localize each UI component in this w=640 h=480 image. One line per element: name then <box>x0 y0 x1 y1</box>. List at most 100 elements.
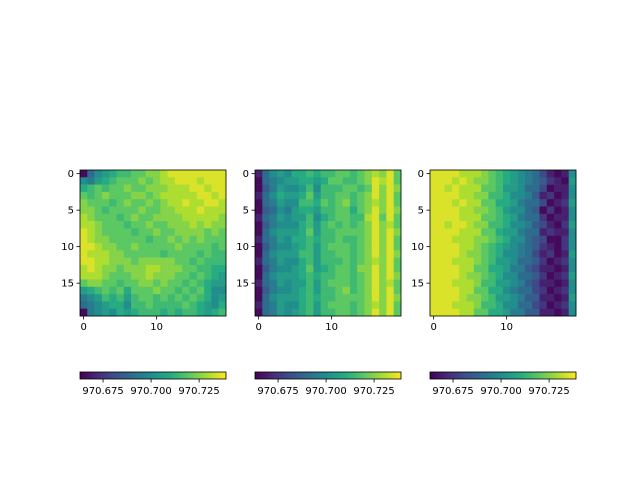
heatmap-cell <box>196 308 205 317</box>
heatmap-cell <box>211 272 219 280</box>
heatmap-cell <box>459 250 467 258</box>
heatmap-cell <box>503 286 511 295</box>
heatmap-cell <box>451 228 460 236</box>
heatmap-cell <box>276 294 285 302</box>
heatmap-cell <box>320 177 329 185</box>
heatmap-cell <box>364 199 373 207</box>
heatmap-cell <box>568 177 577 185</box>
heatmap-cell <box>94 301 103 309</box>
heatmap-cell <box>196 199 205 207</box>
heatmap-cell <box>386 243 394 251</box>
heatmap-cell <box>554 235 562 244</box>
heatmap-cell <box>488 177 496 185</box>
heatmap-cell <box>109 228 117 236</box>
heatmap-cell <box>94 250 103 258</box>
heatmap-cell <box>313 286 321 295</box>
heatmap-cell <box>481 170 489 178</box>
heatmap-cell <box>532 191 540 200</box>
heatmap-cell <box>459 272 467 280</box>
heatmap-cell <box>568 294 577 302</box>
heatmap-cell <box>262 286 270 295</box>
heatmap-cell <box>459 257 467 266</box>
heatmap-cell <box>269 243 278 251</box>
y-tick-label: 5 <box>243 206 249 217</box>
heatmap-cell <box>539 221 548 229</box>
heatmap-cell <box>153 206 161 215</box>
heatmap-cell <box>349 184 358 193</box>
heatmap-cell <box>357 301 365 309</box>
heatmap-cell <box>174 243 183 251</box>
heatmap-cell <box>379 279 387 288</box>
heatmap-cell <box>357 170 365 178</box>
heatmap-cell <box>204 199 212 207</box>
heatmap-cell <box>466 250 475 258</box>
heatmap-cell <box>430 250 438 258</box>
heatmap-cell <box>451 170 460 178</box>
heatmap-cell <box>371 308 380 317</box>
heatmap-cell <box>262 308 270 317</box>
heatmap-cell <box>80 184 88 193</box>
heatmap-cell <box>328 206 336 215</box>
heatmap-cell <box>291 294 300 302</box>
heatmap-cell <box>539 286 548 295</box>
heatmap-cell <box>218 250 227 258</box>
heatmap-cell <box>430 308 438 317</box>
heatmap-cell <box>174 221 183 229</box>
heatmap-cell <box>342 213 351 222</box>
heatmap-cell <box>561 199 569 207</box>
heatmap-cell <box>196 213 205 222</box>
heatmap-cell <box>182 286 190 295</box>
heatmap-cell <box>160 301 168 309</box>
heatmap-cell <box>291 199 300 207</box>
heatmap-cell <box>291 308 300 317</box>
heatmap-cell <box>539 257 548 266</box>
heatmap-cell <box>94 243 103 251</box>
heatmap-cell <box>204 235 212 244</box>
heatmap-cell <box>430 199 438 207</box>
heatmap-cell <box>182 250 190 258</box>
heatmap-cell <box>182 206 190 215</box>
heatmap-cell <box>488 206 496 215</box>
heatmap-cell <box>160 257 168 266</box>
heatmap-cell <box>473 286 482 295</box>
heatmap-cell <box>437 308 445 317</box>
heatmap-cell <box>554 170 562 178</box>
heatmap-cell <box>204 221 212 229</box>
heatmap-cell <box>539 199 548 207</box>
heatmap-cell <box>561 286 569 295</box>
heatmap-cell <box>386 184 394 193</box>
heatmap-cell <box>160 184 168 193</box>
heatmap-cell <box>153 184 161 193</box>
heatmap-cell <box>284 228 292 236</box>
heatmap-cell <box>196 191 205 200</box>
heatmap-cell <box>444 213 453 222</box>
heatmap-cell <box>393 257 402 266</box>
heatmap-cell <box>364 177 373 185</box>
heatmap-cell <box>80 221 88 229</box>
heatmap-cell <box>101 272 110 280</box>
heatmap-cell <box>546 272 555 280</box>
heatmap-cell <box>444 184 453 193</box>
heatmap-cell <box>320 221 329 229</box>
heatmap-cell <box>94 206 103 215</box>
heatmap-cell <box>211 199 219 207</box>
heatmap-cell <box>517 235 526 244</box>
heatmap-cell <box>335 264 343 273</box>
heatmap-cell <box>218 301 227 309</box>
heatmap-cell <box>320 184 329 193</box>
heatmap-cell <box>204 206 212 215</box>
heatmap-cell <box>101 308 110 317</box>
heatmap-cell <box>561 308 569 317</box>
heatmap-cell <box>539 177 548 185</box>
heatmap-cell <box>437 177 445 185</box>
heatmap-cell <box>189 191 198 200</box>
heatmap-cell <box>561 228 569 236</box>
heatmap-cell <box>524 199 533 207</box>
heatmap-cell <box>510 177 518 185</box>
heatmap-cell <box>284 279 292 288</box>
heatmap-cell <box>510 286 518 295</box>
heatmap-cell <box>182 191 190 200</box>
heatmap-cell <box>473 250 482 258</box>
heatmap-cell <box>320 206 329 215</box>
heatmap-cell <box>138 184 146 193</box>
